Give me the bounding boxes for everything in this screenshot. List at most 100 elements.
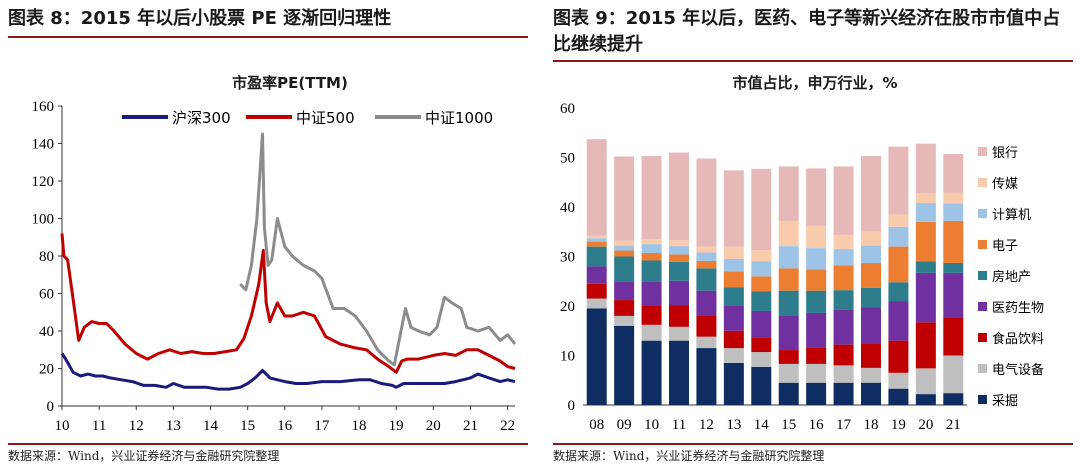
bar-segment: [861, 343, 881, 368]
y-tick-label: 140: [32, 137, 55, 153]
bar-segment: [696, 290, 717, 316]
y-tick-label: 60: [39, 287, 54, 303]
legend-swatch: [978, 333, 987, 342]
y-tick-label: 30: [560, 250, 575, 266]
bar-segment: [833, 265, 854, 291]
bar-segment: [888, 214, 909, 227]
legend-label: 中证1000: [425, 109, 493, 127]
bar-segment: [696, 158, 717, 247]
bar-segment: [751, 168, 772, 251]
legend-swatch: [978, 395, 987, 404]
x-tick-label: 16: [809, 417, 825, 433]
bar-segment: [669, 261, 689, 281]
bar-segment: [723, 362, 744, 405]
bar-segment: [778, 221, 799, 247]
right-figure-title: 图表 9：2015 年以后，医药、电子等新兴经济在股市市值中占比继续提升: [553, 8, 1061, 55]
bar-segment: [614, 315, 635, 326]
bar-segment: [943, 262, 964, 273]
x-tick-label: 20: [426, 418, 441, 434]
y-tick-label: 160: [32, 99, 55, 115]
bar-segment: [861, 231, 881, 246]
bar-segment: [888, 226, 909, 247]
bar-segment: [614, 240, 635, 246]
x-tick-label: 11: [672, 417, 686, 433]
series-line-3: [239, 132, 517, 367]
y-tick-label: 20: [39, 362, 54, 378]
bar-segment: [751, 352, 772, 367]
bar-segment: [778, 166, 799, 222]
bar-segment: [641, 324, 662, 341]
y-tick-label: 100: [32, 212, 55, 228]
bar-segment: [915, 368, 936, 395]
x-tick-label: 19: [389, 418, 404, 434]
bar-segment: [669, 254, 689, 262]
bar-segment: [861, 382, 881, 405]
bar-segment: [641, 244, 662, 254]
x-tick-label: 13: [726, 417, 741, 433]
legend-label: 银行: [992, 146, 1018, 161]
bar-segment: [806, 269, 827, 291]
bar-segment: [586, 308, 607, 405]
bar-segment: [943, 192, 964, 204]
legend-swatch: [978, 364, 987, 373]
bar-segment: [696, 348, 717, 405]
y-tick-label: 20: [560, 299, 575, 315]
x-tick-label: 21: [946, 417, 961, 433]
bar-segment: [669, 280, 689, 306]
x-tick-label: 22: [500, 418, 515, 434]
bar-segment: [861, 367, 881, 383]
bar-segment: [669, 152, 689, 241]
bar-segment: [888, 372, 909, 389]
bar-segment: [751, 366, 772, 405]
x-tick-label: 17: [836, 417, 852, 433]
x-tick-label: 20: [918, 417, 933, 433]
right-source-note: 数据来源：Wind，兴业证券经济与金融研究院整理: [553, 449, 825, 463]
bar-segment: [614, 256, 635, 282]
bar-segment: [915, 394, 936, 405]
bar-segment: [888, 388, 909, 405]
bar-segment: [861, 262, 881, 288]
y-tick-label: 10: [560, 349, 575, 365]
bar-segment: [778, 268, 799, 291]
series-line-1: [60, 352, 516, 391]
legend-label: 传媒: [992, 177, 1018, 192]
x-tick-label: 13: [166, 418, 181, 434]
bar-segment: [586, 283, 607, 299]
legend-swatch: [978, 178, 987, 187]
bar-segment: [614, 325, 635, 405]
x-tick-label: 11: [92, 418, 106, 434]
right-source-rule: [553, 443, 1073, 445]
bar-segment: [641, 281, 662, 306]
bar-segment: [614, 300, 635, 316]
bar-segment: [723, 330, 744, 349]
x-tick-label: 15: [240, 418, 255, 434]
bar-segment: [751, 337, 772, 353]
bar-segment: [641, 156, 662, 240]
bar-segment: [943, 154, 964, 193]
bar-segment: [723, 306, 744, 331]
bar-segment: [669, 246, 689, 255]
bar-segment: [586, 246, 607, 267]
bar-segment: [888, 340, 909, 373]
left-title-rule: [8, 36, 528, 38]
legend-label: 房地产: [992, 269, 1031, 285]
legend-swatch: [978, 240, 987, 249]
bar-segment: [833, 249, 854, 266]
y-tick-label: 40: [39, 324, 54, 340]
bar-segment: [723, 287, 744, 306]
bar-segment: [833, 166, 854, 236]
bar-segment: [943, 272, 964, 318]
legend-label: 食品饮料: [992, 331, 1044, 347]
x-tick-label: 17: [314, 418, 330, 434]
legend-label: 医药生物: [992, 301, 1044, 316]
y-tick-label: 120: [32, 174, 55, 190]
bar-segment: [696, 246, 717, 253]
bar-segment: [888, 301, 909, 341]
bar-segment: [641, 340, 662, 405]
bar-segment: [915, 272, 936, 323]
x-tick-label: 12: [699, 417, 714, 433]
pe-line-chart: 0 20 40 60 80 100 120 140 160 10 11 12 13 14 15 16 17 18 1…: [32, 99, 517, 434]
legend-label: 计算机: [992, 208, 1031, 223]
bar-segment: [833, 365, 854, 383]
y-tick-label: 60: [560, 101, 575, 117]
